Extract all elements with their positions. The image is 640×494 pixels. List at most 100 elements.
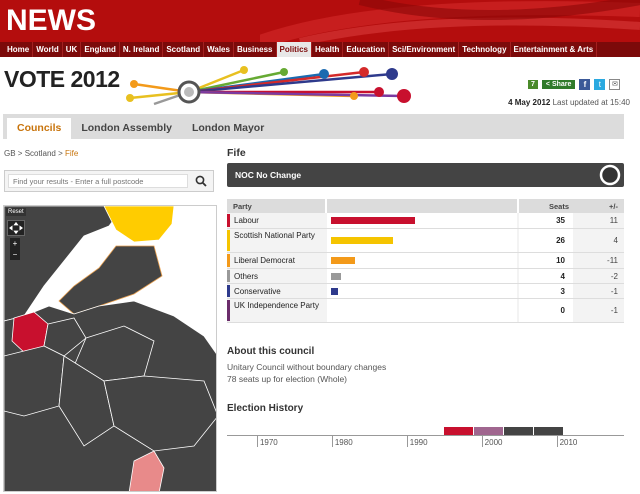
seat-bar-cell (327, 269, 517, 283)
zoom-in-button[interactable]: + (12, 239, 18, 248)
zoom-out-button[interactable]: − (12, 250, 18, 259)
party-seats: 4 (519, 269, 573, 283)
share-label: Share (551, 81, 572, 88)
election-period-segment[interactable] (504, 427, 534, 435)
table-row: UK Independence Party 0 -1 (227, 299, 624, 323)
nav-item-england[interactable]: England (81, 42, 120, 57)
nav-item-technology[interactable]: Technology (459, 42, 511, 57)
nav-item-business[interactable]: Business (234, 42, 277, 57)
seat-bar-cell (327, 299, 517, 322)
breadcrumb-separator: > (17, 149, 23, 158)
timeline-tick (481, 435, 483, 447)
party-seats: 26 (519, 229, 573, 252)
header-seats: Seats (549, 202, 570, 211)
twitter-icon[interactable]: t (594, 79, 606, 90)
seat-bar (331, 272, 341, 280)
council-name: Fife (227, 147, 246, 159)
party-name: UK Independence Party (234, 301, 319, 310)
tab-london-assembly[interactable]: London Assembly (81, 122, 172, 134)
postcode-search (4, 170, 214, 192)
council-result-bar: NOC No Change (227, 163, 624, 187)
party-color-swatch (227, 214, 230, 227)
postcode-search-input[interactable] (8, 174, 188, 188)
breadcrumb-current: Fife (64, 149, 79, 158)
election-period-segment[interactable] (474, 427, 504, 435)
table-row: Conservative 3 -1 (227, 284, 624, 299)
share-tools: 7 < Share f t ✉ (528, 79, 621, 90)
search-icon[interactable] (195, 175, 207, 187)
nav-item-sci-environment[interactable]: Sci/Environment (389, 42, 460, 57)
nav-item-health[interactable]: Health (312, 42, 344, 57)
election-period-segment[interactable] (444, 427, 474, 435)
party-color-swatch (227, 270, 230, 282)
header-change: +/- (609, 202, 618, 211)
party-name: Labour (234, 216, 259, 225)
party-name: Others (234, 272, 259, 281)
table-row: Liberal Democrat 10 -11 (227, 253, 624, 269)
timeline-year-label: 2000 (484, 438, 503, 447)
party-seats: 0 (519, 299, 573, 322)
nav-item-entertainment-arts[interactable]: Entertainment & Arts (511, 42, 598, 57)
council-map-shapes (4, 206, 216, 491)
email-icon[interactable]: ✉ (609, 79, 621, 90)
results-tabs: Councils London Assembly London Mayor (3, 114, 624, 139)
nav-item-home[interactable]: Home (4, 42, 34, 57)
news-logo[interactable]: NEWS (6, 4, 96, 37)
party-color-swatch (227, 300, 230, 321)
party-seat-change: 11 (609, 216, 618, 225)
seat-bar (331, 217, 415, 224)
nav-item-n-ireland[interactable]: N. Ireland (120, 42, 164, 57)
about-council-heading: About this council (227, 346, 315, 357)
facebook-icon[interactable]: f (579, 79, 591, 90)
seat-bar (331, 257, 355, 264)
party-color-swatch (227, 230, 230, 251)
timeline-tick (556, 435, 558, 447)
seat-bar (331, 287, 339, 295)
party-seat-change: -2 (610, 272, 618, 281)
map-zoom-control: + − (10, 238, 20, 260)
breadcrumb-separator: > (58, 149, 63, 158)
nav-item-uk[interactable]: UK (63, 42, 82, 57)
table-row: Scottish National Party 26 4 (227, 229, 624, 253)
party-seat-change: -1 (610, 287, 618, 296)
map-reset-button[interactable]: Reset (6, 208, 26, 216)
timeline-year-label: 1990 (409, 438, 428, 447)
party-color-swatch (227, 254, 230, 267)
nav-item-wales[interactable]: Wales (204, 42, 234, 57)
party-name: Conservative (234, 287, 281, 296)
election-period-segment[interactable] (534, 427, 564, 435)
party-seat-change: -1 (610, 306, 618, 315)
masthead: NEWS (0, 0, 640, 42)
party-name: Scottish National Party (234, 231, 315, 240)
nav-item-scotland[interactable]: Scotland (163, 42, 205, 57)
tab-councils[interactable]: Councils (7, 118, 72, 139)
nav-item-education[interactable]: Education (343, 42, 390, 57)
table-row: Others 4 -2 (227, 269, 624, 284)
timeline-tick (406, 435, 408, 447)
party-seats: 35 (519, 213, 573, 228)
seat-bar-cell (327, 213, 517, 228)
seat-bar-cell (327, 229, 517, 252)
timeline-tick (256, 435, 258, 447)
timeline-axis (227, 435, 624, 436)
breadcrumb-scotland[interactable]: Scotland (24, 149, 56, 158)
tab-london-mayor[interactable]: London Mayor (191, 122, 265, 134)
party-seat-change: -11 (607, 256, 618, 265)
share-icon: < (545, 81, 552, 88)
header-party: Party (233, 202, 252, 211)
main-navigation: Home World UK England N. Ireland Scotland Wale… (0, 42, 640, 57)
seat-bar (331, 237, 394, 244)
about-council-type: Unitary Council without boundary changes (227, 362, 387, 372)
table-row: Labour 35 11 (227, 213, 624, 229)
nav-item-world[interactable]: World (33, 42, 63, 57)
timeline-tick (331, 435, 333, 447)
breadcrumb-gb[interactable]: GB (4, 149, 16, 158)
result-ring-icon (599, 164, 621, 186)
map-pan-control-icon[interactable] (7, 220, 25, 236)
nav-item-politics[interactable]: Politics (276, 42, 312, 57)
party-seats: 3 (519, 284, 573, 298)
timeline-year-label: 1980 (334, 438, 353, 447)
about-council-seats: 78 seats up for election (Whole) (227, 374, 348, 384)
results-map[interactable]: Reset + − (3, 205, 217, 492)
share-button[interactable]: < Share (541, 80, 576, 89)
